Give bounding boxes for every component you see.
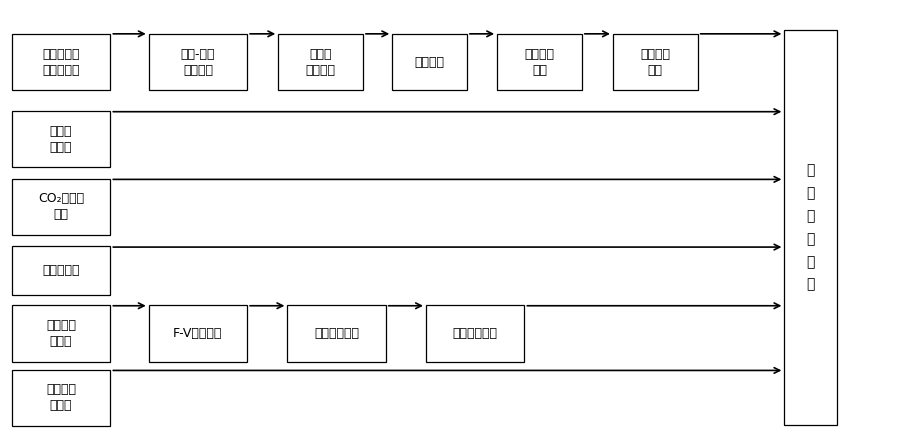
Text: 土壤温度
传感器: 土壤温度 传感器	[46, 383, 76, 412]
Bar	[12, 246, 110, 295]
Bar	[12, 34, 110, 90]
Bar	[287, 305, 385, 362]
Bar	[392, 34, 466, 90]
Text: 滤波电路: 滤波电路	[415, 55, 444, 69]
Bar	[12, 305, 110, 362]
Text: 模数转换电路: 模数转换电路	[452, 327, 497, 340]
Bar	[12, 111, 110, 167]
Text: 电压放大电路: 电压放大电路	[313, 327, 359, 340]
Text: 温湿度
传感器: 温湿度 传感器	[50, 125, 72, 154]
Bar	[148, 305, 247, 362]
Bar	[425, 305, 524, 362]
Bar	[12, 179, 110, 235]
Text: 模数转换
电路: 模数转换 电路	[640, 48, 670, 77]
Bar	[496, 34, 581, 90]
Text: 电流-电压
转换电路: 电流-电压 转换电路	[180, 48, 215, 77]
Text: 光强传感器: 光强传感器	[42, 264, 80, 277]
Bar	[12, 370, 110, 426]
Bar	[148, 34, 247, 90]
Bar	[278, 34, 363, 90]
Text: 微信号
放大电路: 微信号 放大电路	[305, 48, 335, 77]
Bar	[612, 34, 697, 90]
Bar	[783, 30, 836, 425]
Text: 多光谱作物
生长传感器: 多光谱作物 生长传感器	[42, 48, 80, 77]
Text: 增益可调
电路: 增益可调 电路	[524, 48, 554, 77]
Text: 土壤水分
传感器: 土壤水分 传感器	[46, 319, 76, 348]
Text: F-V转换电路: F-V转换电路	[173, 327, 222, 340]
Text: 总
线
接
口
单
元: 总 线 接 口 单 元	[805, 164, 814, 292]
Text: CO₂浓度传
感器: CO₂浓度传 感器	[38, 192, 84, 221]
